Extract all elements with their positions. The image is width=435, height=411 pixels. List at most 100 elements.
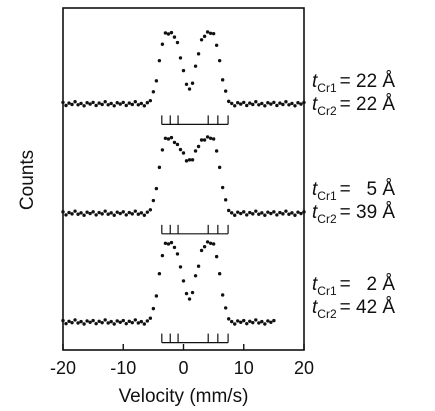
data-point: [214, 254, 219, 259]
data-point: [154, 186, 159, 191]
thickness-label: tCr2 = 42 Å: [312, 297, 395, 321]
data-point: [233, 322, 237, 326]
subscript: Cr2: [317, 104, 337, 118]
data-point: [181, 68, 186, 73]
data-point: [172, 245, 177, 250]
data-point: [118, 320, 122, 324]
data-point: [263, 213, 267, 217]
data-point: [157, 165, 162, 170]
data-point: [290, 211, 294, 215]
data-point: [85, 210, 89, 214]
data-point: [67, 319, 71, 323]
data-point: [230, 211, 234, 215]
data-point: [112, 213, 116, 217]
data-point: [118, 102, 122, 106]
data-point: [196, 264, 201, 268]
data-point: [85, 319, 89, 323]
data-point: [217, 272, 222, 276]
data-point: [94, 103, 98, 108]
data-point: [242, 318, 246, 323]
data-point: [208, 136, 213, 141]
thickness-label: tCr2 = 22 Å: [312, 94, 395, 118]
data-point: [202, 245, 207, 249]
data-point: [230, 319, 234, 324]
data-point: [106, 103, 110, 107]
data-point: [248, 319, 252, 323]
symbol: t: [312, 202, 318, 223]
subscript: Cr2: [317, 212, 337, 226]
data-point: [239, 102, 243, 106]
data-point: [299, 102, 303, 106]
data-point: [260, 101, 264, 106]
value: = 22 Å: [340, 71, 396, 92]
data-point: [118, 211, 122, 216]
data-point: [251, 212, 255, 216]
data-point: [239, 320, 243, 324]
data-point: [233, 213, 237, 217]
data-point: [109, 211, 113, 215]
x-tick-label: -20: [50, 358, 76, 378]
data-point: [130, 102, 134, 107]
value: = 39 Å: [340, 202, 396, 223]
data-point: [61, 100, 65, 105]
data-point: [133, 318, 137, 322]
data-point: [100, 320, 104, 325]
data-point: [175, 40, 180, 45]
data-point: [88, 102, 92, 106]
data-point: [142, 104, 147, 108]
data-point: [214, 149, 219, 153]
data-point: [260, 211, 264, 215]
data-point: [199, 138, 204, 142]
data-point: [61, 318, 65, 323]
data-point: [245, 103, 249, 108]
data-point: [217, 165, 222, 170]
data-point: [142, 213, 147, 217]
data-point: [245, 321, 249, 326]
data-point: [145, 319, 150, 323]
value: = 22 Å: [340, 94, 396, 115]
data-point: [245, 213, 249, 217]
symbol: t: [312, 94, 318, 115]
data-point: [196, 144, 201, 149]
data-point: [124, 321, 128, 326]
data-point: [115, 319, 119, 323]
data-point: [178, 265, 183, 269]
x-tick-label: 10: [234, 358, 254, 378]
data-point: [121, 100, 125, 105]
data-point: [260, 319, 264, 324]
symbol: t: [312, 274, 318, 295]
data-point: [139, 319, 144, 324]
data-point: [88, 211, 92, 216]
subscript: Cr2: [317, 307, 337, 321]
data-point: [79, 211, 83, 215]
data-point: [199, 248, 204, 253]
data-point: [190, 290, 195, 295]
spectrum: [61, 240, 276, 326]
data-point: [275, 213, 279, 217]
data-point: [109, 319, 113, 324]
data-point: [61, 210, 65, 214]
data-point: [163, 31, 168, 35]
data-point: [266, 101, 270, 105]
data-point: [70, 212, 74, 216]
data-point: [278, 210, 282, 215]
data-point: [190, 81, 195, 85]
data-point: [148, 98, 153, 103]
data-point: [296, 210, 300, 214]
data-point: [178, 147, 183, 152]
data-point: [151, 306, 156, 311]
data-point: [136, 103, 141, 107]
data-point: [160, 148, 165, 152]
data-point: [157, 58, 162, 63]
x-tick-label: 0: [178, 358, 188, 378]
data-point: [296, 101, 300, 105]
data-point: [211, 137, 216, 141]
data-point: [248, 101, 252, 105]
data-point: [163, 136, 168, 141]
data-point: [106, 212, 110, 216]
x-tick-label: 20: [294, 358, 314, 378]
data-point: [220, 78, 225, 82]
data-point: [272, 318, 276, 323]
thickness-label: tCr2 = 39 Å: [312, 202, 395, 226]
data-point: [263, 104, 267, 108]
